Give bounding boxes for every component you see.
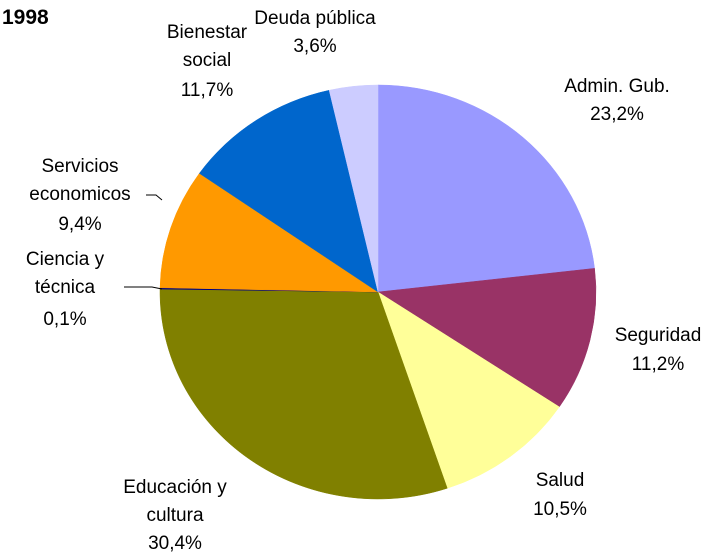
pie-slice [328, 84, 379, 293]
slice-value-label: 30,4% [148, 533, 202, 552]
slice-value-label: 23,2% [590, 104, 644, 125]
chart-title: 1998 [2, 6, 49, 29]
leader-line [146, 194, 163, 201]
slice-label: Salud [536, 470, 585, 491]
pie-slice [377, 268, 597, 408]
slice-label: Seguridad [615, 325, 702, 346]
slice-label: Ciencia y técnica [26, 249, 105, 298]
slice-value-label: 10,5% [533, 499, 587, 520]
pie-slice [377, 291, 560, 489]
slice-value-label: 11,7% [181, 80, 234, 101]
pie-slice [159, 288, 448, 500]
slice-label: Educación y cultura [123, 477, 227, 526]
slice-value-label: 0,1% [43, 309, 86, 330]
slice-value-label: 9,4% [58, 214, 101, 235]
pie-slice [377, 84, 595, 293]
slice-label: Bienestar social [167, 22, 248, 71]
leader-line [124, 286, 163, 290]
slice-value-label: 3,6% [293, 36, 336, 57]
pie-slice [159, 173, 379, 293]
slice-label: Admin. Gub. [564, 76, 670, 97]
slice-label: Deuda pública [254, 8, 376, 29]
slice-value-label: 11,2% [632, 354, 685, 375]
pie-slice [199, 89, 379, 293]
slice-label: Servicios economicos [29, 156, 130, 205]
